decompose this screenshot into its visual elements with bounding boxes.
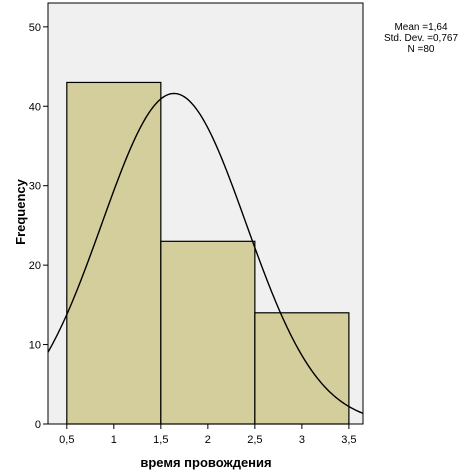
- stats-line-2: Std. Dev. =0,767: [384, 33, 458, 44]
- y-tick-label: 20: [29, 260, 41, 272]
- x-axis-title: время провождения: [140, 455, 271, 470]
- y-tick-label: 30: [29, 181, 41, 193]
- bar-2: [160, 240, 256, 425]
- y-ticks: 0 10 20 30 40 50: [29, 22, 48, 431]
- bars-layer: [66, 81, 350, 425]
- bar-1: [66, 81, 162, 425]
- y-axis-title: Frequency: [13, 178, 28, 245]
- y-tick-label: 40: [29, 101, 41, 113]
- y-tick-label: 50: [29, 22, 41, 34]
- stats-line-3: N =80: [408, 44, 435, 55]
- y-tick-label: 10: [29, 340, 41, 352]
- x-tick-label: 3: [299, 434, 305, 446]
- x-ticks: 0,5 1 1,5 2 2,5 3 3,5: [59, 424, 357, 446]
- x-tick-label: 3,5: [341, 434, 356, 446]
- normal-curve: [47, 92, 364, 414]
- bar-3: [254, 312, 350, 425]
- x-tick-label: 1,5: [153, 434, 168, 446]
- y-tick-label: 0: [35, 419, 41, 431]
- x-tick-label: 2: [205, 434, 211, 446]
- x-tick-label: 2,5: [247, 434, 262, 446]
- x-tick-label: 0,5: [59, 434, 74, 446]
- x-tick-label: 1: [111, 434, 117, 446]
- stats-line-1: Mean =1,64: [394, 22, 448, 33]
